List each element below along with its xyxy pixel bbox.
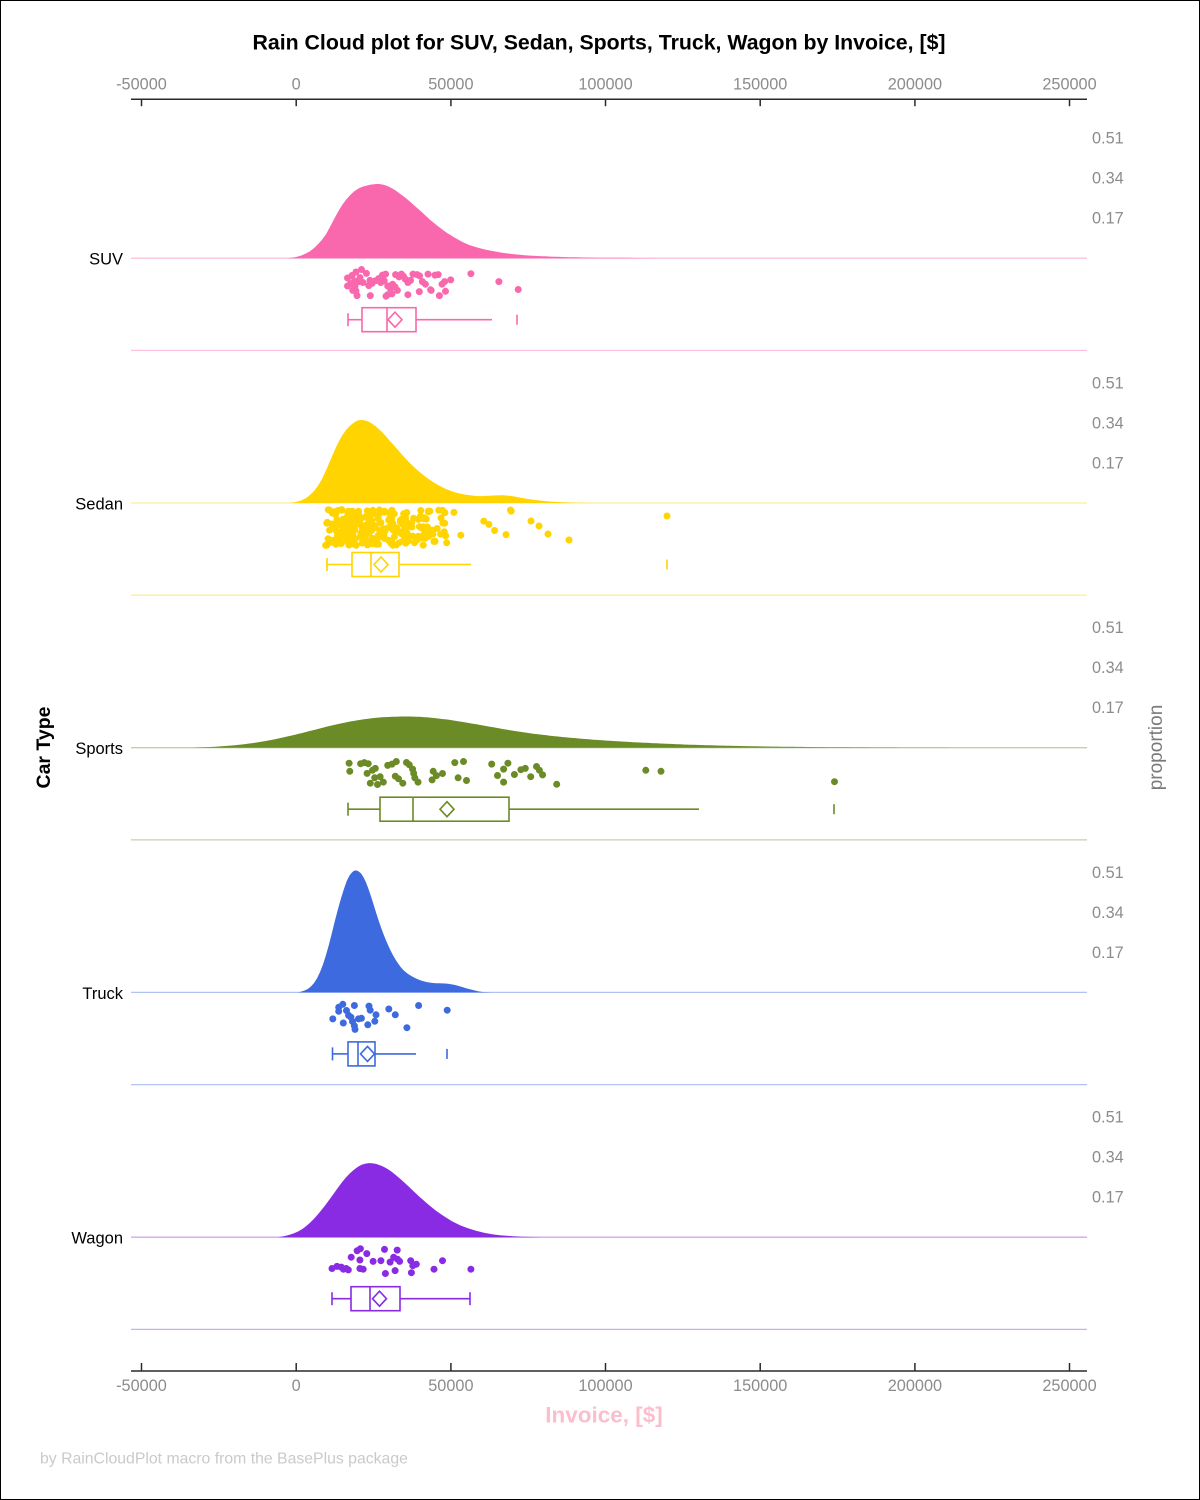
svg-text:0.34: 0.34 [1092, 659, 1124, 677]
svg-text:0.34: 0.34 [1092, 904, 1124, 922]
svg-text:0.51: 0.51 [1092, 130, 1124, 148]
svg-text:Car Type: Car Type [33, 706, 55, 788]
svg-text:100000: 100000 [578, 76, 632, 94]
svg-text:0: 0 [292, 1377, 301, 1395]
svg-text:Truck: Truck [82, 985, 123, 1003]
svg-text:50000: 50000 [428, 76, 473, 94]
svg-text:0.51: 0.51 [1092, 864, 1124, 882]
svg-text:0.34: 0.34 [1092, 170, 1124, 188]
svg-text:by RainCloudPlot macro from th: by RainCloudPlot macro from the BasePlus… [40, 1451, 408, 1468]
svg-text:-50000: -50000 [116, 1377, 167, 1395]
svg-text:Sports: Sports [75, 740, 123, 758]
svg-text:0.17: 0.17 [1092, 455, 1124, 473]
svg-text:0.17: 0.17 [1092, 944, 1124, 962]
svg-text:200000: 200000 [888, 76, 942, 94]
svg-text:0.51: 0.51 [1092, 375, 1124, 393]
svg-text:Sedan: Sedan [75, 495, 123, 513]
svg-text:200000: 200000 [888, 1377, 942, 1395]
svg-text:0.34: 0.34 [1092, 1149, 1124, 1167]
svg-text:0.17: 0.17 [1092, 699, 1124, 717]
svg-text:100000: 100000 [578, 1377, 632, 1395]
svg-text:150000: 150000 [733, 76, 787, 94]
svg-text:SUV: SUV [89, 251, 123, 269]
svg-text:Rain Cloud plot for SUV, Sedan: Rain Cloud plot for SUV, Sedan, Sports, … [252, 30, 945, 54]
svg-text:150000: 150000 [733, 1377, 787, 1395]
svg-text:-50000: -50000 [116, 76, 167, 94]
svg-text:0: 0 [292, 76, 301, 94]
svg-text:0.51: 0.51 [1092, 1109, 1124, 1127]
svg-text:250000: 250000 [1042, 76, 1096, 94]
svg-text:Invoice, [$]: Invoice, [$] [545, 1403, 663, 1428]
svg-text:Wagon: Wagon [71, 1230, 123, 1248]
svg-text:0.51: 0.51 [1092, 619, 1124, 637]
svg-text:50000: 50000 [428, 1377, 473, 1395]
svg-text:0.34: 0.34 [1092, 415, 1124, 433]
svg-text:0.17: 0.17 [1092, 1189, 1124, 1207]
svg-text:proportion: proportion [1146, 705, 1167, 791]
svg-text:0.17: 0.17 [1092, 210, 1124, 228]
svg-text:250000: 250000 [1042, 1377, 1096, 1395]
